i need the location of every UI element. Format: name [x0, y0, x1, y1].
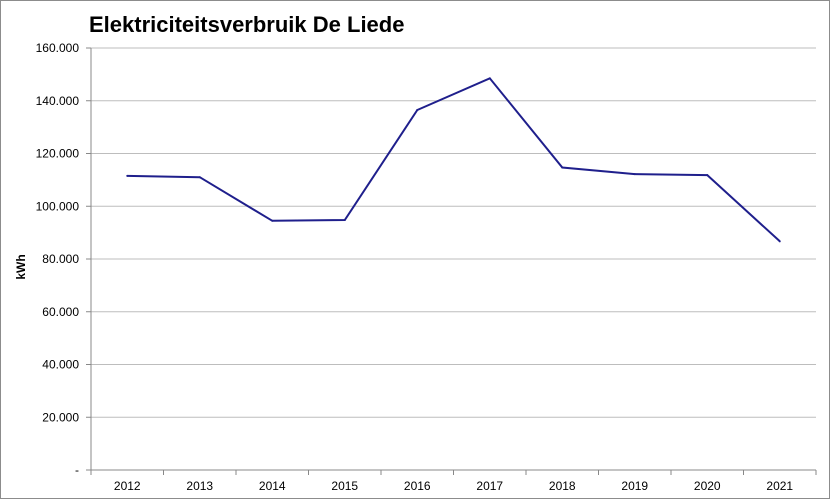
data-point — [343, 218, 346, 221]
x-tick-label: 2014 — [259, 479, 286, 493]
y-tick-label: 160.000 — [36, 41, 80, 55]
y-axis-ticks: - 20.000 40.000 60.000 80.000 100.000 120.000 1… — [36, 41, 91, 477]
data-point — [198, 176, 201, 179]
data-point — [706, 174, 709, 177]
x-tick-label: 2017 — [476, 479, 503, 493]
data-point — [778, 240, 781, 243]
data-point — [561, 166, 564, 169]
x-tick-label: 2016 — [404, 479, 431, 493]
series-line — [127, 77, 781, 243]
data-point — [126, 174, 129, 177]
y-tick-label: 120.000 — [36, 147, 80, 161]
y-tick-label: 40.000 — [42, 358, 79, 372]
y-tick-label: 60.000 — [42, 305, 79, 319]
y-tick-label: 100.000 — [36, 199, 80, 213]
y-tick-label: 80.000 — [42, 252, 79, 266]
data-point — [633, 173, 636, 176]
y-axis-label: kWh — [14, 254, 28, 279]
data-point — [271, 219, 274, 222]
x-tick-label: 2013 — [186, 479, 213, 493]
y-tick-label: 20.000 — [42, 410, 79, 424]
x-axis-ticks: 2012 2013 2014 2015 2016 2017 2018 2019 2020 2021 — [90, 470, 817, 493]
y-tick-label: 140.000 — [36, 94, 80, 108]
series-layer — [126, 77, 781, 243]
data-point — [488, 77, 491, 80]
grid — [91, 47, 816, 418]
data-point — [416, 108, 419, 111]
chart-title: Elektriciteitsverbruik De Liede — [89, 12, 404, 37]
x-tick-label: 2012 — [114, 479, 141, 493]
x-tick-label: 2020 — [694, 479, 721, 493]
y-tick-label: - — [75, 463, 79, 477]
x-tick-label: 2021 — [766, 479, 793, 493]
x-tick-label: 2015 — [331, 479, 358, 493]
x-tick-label: 2019 — [621, 479, 648, 493]
x-tick-label: 2018 — [549, 479, 576, 493]
